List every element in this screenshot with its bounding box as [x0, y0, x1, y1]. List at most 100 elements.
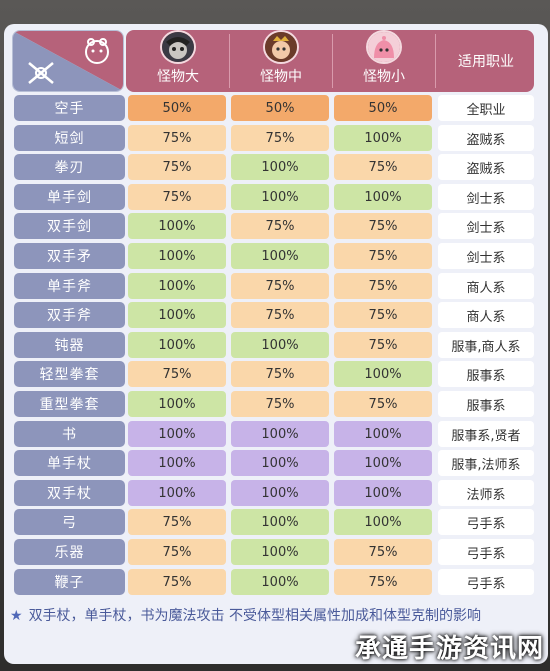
- header-job: 适用职业: [458, 54, 514, 70]
- damage-cell-large: 75%: [128, 361, 226, 387]
- damage-cell-large: 50%: [128, 95, 226, 121]
- header-small-label: 怪物小: [363, 69, 405, 85]
- job-cell: 服事系: [438, 361, 534, 387]
- weapon-label: 双手杖: [14, 480, 125, 506]
- damage-cell-medium: 100%: [231, 243, 329, 269]
- damage-cell-medium: 100%: [231, 154, 329, 180]
- job-cell: 商人系: [438, 302, 534, 328]
- damage-cell-small: 75%: [334, 243, 432, 269]
- damage-cell-large: 100%: [128, 243, 226, 269]
- weapon-label: 双手斧: [14, 302, 125, 328]
- header-large-monster: 怪物大: [128, 30, 228, 92]
- small-monster-icon: [366, 30, 402, 64]
- damage-cell-large: 100%: [128, 450, 226, 476]
- weapon-label: 单手杖: [14, 450, 125, 476]
- job-cell: 剑士系: [438, 184, 534, 210]
- damage-cell-large: 100%: [128, 302, 226, 328]
- damage-cell-small: 100%: [334, 480, 432, 506]
- weapon-label: 鞭子: [14, 569, 125, 595]
- damage-cell-medium: 75%: [231, 213, 329, 239]
- weapon-label: 拳刃: [14, 154, 125, 180]
- damage-cell-large: 75%: [128, 509, 226, 535]
- damage-cell-small: 75%: [334, 539, 432, 565]
- weapon-label: 轻型拳套: [14, 361, 125, 387]
- damage-cell-large: 75%: [128, 539, 226, 565]
- damage-cell-small: 100%: [334, 509, 432, 535]
- job-cell: 弓手系: [438, 569, 534, 595]
- weapon-label: 乐器: [14, 539, 125, 565]
- corner-header: [12, 30, 124, 92]
- damage-cell-large: 100%: [128, 273, 226, 299]
- weapon-label: 双手矛: [14, 243, 125, 269]
- damage-cell-medium: 75%: [231, 361, 329, 387]
- job-cell: 法师系: [438, 480, 534, 506]
- weapon-label: 双手剑: [14, 213, 125, 239]
- crossed-weapons-icon: [28, 62, 54, 84]
- header-medium-monster: 怪物中: [231, 30, 331, 92]
- site-watermark: 承通手游资讯网: [354, 634, 544, 664]
- damage-cell-large: 75%: [128, 569, 226, 595]
- damage-cell-small: 100%: [334, 450, 432, 476]
- header-medium-label: 怪物中: [260, 69, 302, 85]
- damage-cell-large: 100%: [128, 421, 226, 447]
- job-cell: 服事系,贤者: [438, 421, 534, 447]
- job-cell: 服事,商人系: [438, 332, 534, 358]
- weapon-label: 空手: [14, 95, 125, 121]
- job-cell: 商人系: [438, 273, 534, 299]
- damage-cell-medium: 75%: [231, 125, 329, 151]
- damage-cell-medium: 75%: [231, 302, 329, 328]
- damage-cell-medium: 75%: [231, 273, 329, 299]
- weapon-label: 单手剑: [14, 184, 125, 210]
- job-cell: 剑士系: [438, 213, 534, 239]
- damage-cell-medium: 100%: [231, 509, 329, 535]
- header-divider: [332, 34, 333, 88]
- damage-cell-large: 100%: [128, 480, 226, 506]
- footnote: ★ 双手杖，单手杖，书为魔法攻击 不受体型相关属性加成和体型克制的影响: [10, 606, 530, 626]
- damage-cell-small: 75%: [334, 391, 432, 417]
- weapon-label: 书: [14, 421, 125, 447]
- header-large-label: 怪物大: [157, 69, 199, 85]
- header-small-monster: 怪物小: [334, 30, 434, 92]
- weapon-label: 重型拳套: [14, 391, 125, 417]
- damage-cell-large: 100%: [128, 213, 226, 239]
- star-icon: ★: [10, 608, 23, 624]
- medium-monster-icon: [263, 30, 299, 64]
- header-divider: [229, 34, 230, 88]
- damage-cell-medium: 100%: [231, 421, 329, 447]
- damage-cell-small: 75%: [334, 213, 432, 239]
- header-divider: [435, 34, 436, 88]
- weapon-label: 弓: [14, 509, 125, 535]
- damage-cell-medium: 100%: [231, 569, 329, 595]
- damage-cell-large: 100%: [128, 391, 226, 417]
- job-cell: 全职业: [438, 95, 534, 121]
- job-cell: 服事,法师系: [438, 450, 534, 476]
- job-cell: 弓手系: [438, 509, 534, 535]
- job-cell: 盗贼系: [438, 154, 534, 180]
- damage-cell-medium: 100%: [231, 480, 329, 506]
- damage-cell-large: 75%: [128, 184, 226, 210]
- job-cell: 剑士系: [438, 243, 534, 269]
- weapon-label: 钝器: [14, 332, 125, 358]
- damage-cell-large: 75%: [128, 125, 226, 151]
- damage-cell-small: 75%: [334, 273, 432, 299]
- damage-cell-small: 50%: [334, 95, 432, 121]
- damage-cell-small: 100%: [334, 361, 432, 387]
- damage-cell-medium: 100%: [231, 539, 329, 565]
- damage-cell-medium: 100%: [231, 450, 329, 476]
- weapon-label: 短剑: [14, 125, 125, 151]
- damage-cell-small: 75%: [334, 332, 432, 358]
- damage-cell-small: 100%: [334, 125, 432, 151]
- large-monster-icon: [160, 30, 196, 64]
- damage-cell-small: 100%: [334, 421, 432, 447]
- damage-cell-large: 100%: [128, 332, 226, 358]
- job-cell: 弓手系: [438, 539, 534, 565]
- damage-cell-small: 75%: [334, 154, 432, 180]
- job-cell: 盗贼系: [438, 125, 534, 151]
- damage-cell-medium: 100%: [231, 332, 329, 358]
- job-cell: 服事系: [438, 391, 534, 417]
- damage-cell-small: 75%: [334, 569, 432, 595]
- white-monster-face-icon: [85, 38, 109, 64]
- damage-cell-medium: 75%: [231, 391, 329, 417]
- damage-cell-small: 75%: [334, 302, 432, 328]
- damage-cell-small: 100%: [334, 184, 432, 210]
